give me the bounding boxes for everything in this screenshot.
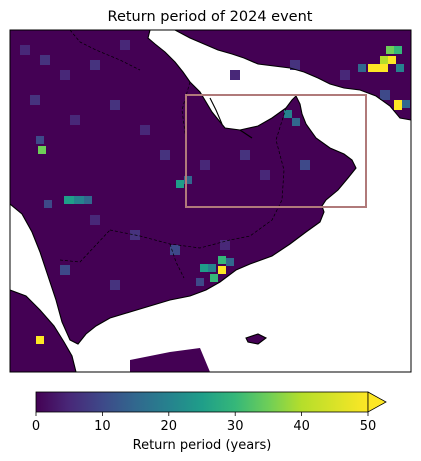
map-title: Return period of 2024 event <box>108 9 313 25</box>
colorbar-tick-0: 0 <box>32 419 40 434</box>
colorbar-label: Return period (years) <box>133 438 272 453</box>
country-borders <box>59 30 287 279</box>
colorbar-gradient <box>35 391 369 413</box>
colorbar-extend-arrow <box>367 391 387 413</box>
region-box <box>185 94 367 208</box>
colorbar-tick-50: 50 <box>360 419 377 434</box>
raster-texture <box>20 40 390 290</box>
map-panel <box>10 30 411 372</box>
coastlines <box>10 30 411 372</box>
colorbar-ticks <box>35 412 369 416</box>
colorbar-tick-10: 10 <box>94 419 111 434</box>
map-frame <box>9 29 412 373</box>
hotspot-cells <box>36 46 410 344</box>
colorbar: 0 10 20 30 40 50 Return period (years) <box>32 391 387 453</box>
colorbar-tick-20: 20 <box>161 419 178 434</box>
colorbar-tick-30: 30 <box>227 419 244 434</box>
colorbar-tick-40: 40 <box>293 419 310 434</box>
